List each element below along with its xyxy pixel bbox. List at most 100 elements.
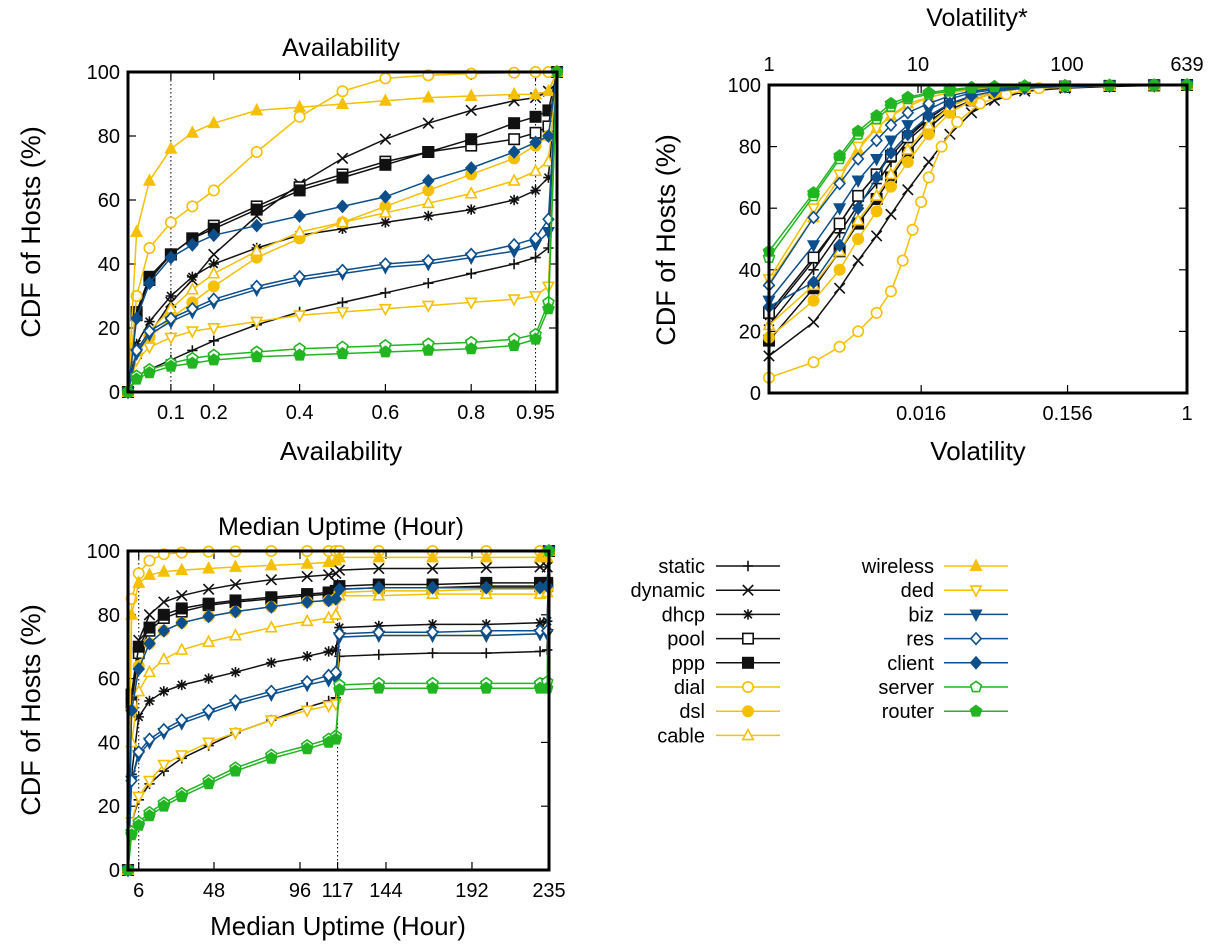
- series-group: [762, 77, 1194, 384]
- data-point-cable: [870, 188, 884, 201]
- data-point-client: [157, 623, 171, 638]
- data-point-cable: [372, 588, 386, 601]
- data-point-cable: [851, 213, 865, 226]
- legend-label-pool: pool: [667, 629, 705, 651]
- x-tick-label: 96: [289, 880, 311, 902]
- data-point-res: [333, 627, 346, 641]
- data-point-router: [870, 109, 884, 122]
- data-point-dynamic: [333, 564, 346, 576]
- data-point-res: [132, 745, 146, 759]
- y-tick-label: 40: [98, 254, 120, 276]
- data-point-wireless: [175, 562, 189, 576]
- series-line-server: [768, 84, 1188, 258]
- data-point-router: [426, 681, 439, 694]
- data-point-client: [143, 636, 156, 651]
- data-point-wireless: [464, 88, 478, 101]
- data-point-router: [175, 789, 189, 803]
- x-tick-label: 192: [455, 880, 488, 902]
- data-point-ded: [300, 705, 314, 718]
- volatility-chart: Volatility* CDF of Hosts (%) Volatility …: [651, 4, 1204, 466]
- data-point-cable: [175, 642, 189, 655]
- x-tick-label: 235: [532, 880, 565, 902]
- volatility-plot-area: 0 20 40 60 80 100 0.016 0.156 1 1 10 100 639: [728, 54, 1204, 425]
- data-point-ppp: [336, 171, 349, 184]
- x2-tick-label: 10: [907, 54, 929, 76]
- data-point-dial: [207, 184, 220, 197]
- data-point-static: [337, 297, 348, 308]
- data-point-dynamic: [807, 316, 820, 328]
- series-line-ded: [768, 84, 1188, 280]
- data-point-cable: [293, 224, 307, 237]
- data-point-dynamic: [465, 104, 477, 117]
- data-point-router: [329, 732, 343, 745]
- data-point-dial: [175, 546, 188, 559]
- series-line-dynamic: [127, 71, 558, 393]
- data-point-biz: [851, 175, 865, 188]
- data-point-router: [807, 186, 820, 199]
- x-tick-label: 0.016: [896, 403, 946, 425]
- data-point-static: [380, 287, 391, 298]
- data-point-router: [132, 818, 146, 831]
- data-point-res: [336, 263, 349, 278]
- data-point-client: [529, 135, 542, 150]
- data-point-res: [293, 269, 306, 284]
- availability-title: Availability: [282, 34, 400, 62]
- data-point-client: [901, 127, 915, 142]
- data-point-dynamic: [379, 133, 392, 145]
- data-point-dial: [379, 72, 392, 85]
- data-point-dynamic: [833, 282, 846, 295]
- data-point-client: [507, 145, 521, 159]
- data-point-router: [965, 80, 978, 93]
- data-point-cable: [378, 205, 392, 218]
- data-point-res: [143, 324, 156, 339]
- data-point-wireless: [507, 86, 521, 100]
- data-point-cable: [142, 664, 157, 678]
- data-point-ded: [132, 791, 146, 805]
- data-point-dynamic: [229, 578, 242, 591]
- median-uptime-plot-area: 0 20 40 60 80 100 6 48 96 117 144 192 235: [87, 541, 566, 902]
- legend-marker-router: [969, 704, 983, 717]
- data-point-dial: [951, 115, 964, 128]
- legend-label-router: router: [882, 701, 935, 723]
- data-point-dynamic: [336, 152, 349, 165]
- data-point-dial: [884, 285, 897, 298]
- legend-marker-static: [742, 560, 754, 572]
- data-point-cable: [264, 620, 278, 633]
- data-point-wireless: [185, 125, 199, 138]
- series-line-dhcp: [127, 71, 558, 393]
- legend-marker-cable: [741, 727, 755, 741]
- data-point-ded: [507, 294, 521, 307]
- data-point-client: [372, 580, 386, 595]
- data-point-res: [851, 152, 865, 166]
- data-point-client: [833, 238, 846, 253]
- y-tick-label: 20: [98, 318, 120, 340]
- plot-frame: [126, 70, 559, 394]
- series-line-wireless: [127, 71, 558, 393]
- data-point-dial: [250, 146, 263, 159]
- y-tick-label: 100: [87, 541, 120, 563]
- data-point-router: [207, 353, 221, 366]
- data-point-router: [202, 777, 216, 790]
- data-point-static: [466, 268, 477, 279]
- data-point-res: [164, 311, 178, 326]
- data-point-client: [329, 591, 343, 606]
- data-point-dhcp: [230, 667, 241, 678]
- data-point-pool: [833, 217, 846, 230]
- data-point-wireless: [250, 102, 264, 116]
- data-point-res: [870, 133, 883, 148]
- data-point-client: [807, 275, 820, 290]
- data-point-dynamic: [373, 562, 385, 575]
- availability-xlabel: Availability: [280, 436, 402, 466]
- data-point-cable: [464, 186, 478, 199]
- series-line-cable: [127, 71, 558, 393]
- data-point-dynamic: [885, 208, 897, 221]
- data-point-client: [480, 580, 493, 595]
- legend-label-dynamic: dynamic: [631, 580, 705, 602]
- data-point-wireless: [202, 561, 216, 574]
- y-tick-label: 0: [109, 382, 120, 404]
- data-point-wireless: [378, 93, 392, 106]
- data-point-client: [293, 209, 306, 223]
- series-group: [121, 543, 556, 878]
- data-point-router: [922, 86, 936, 99]
